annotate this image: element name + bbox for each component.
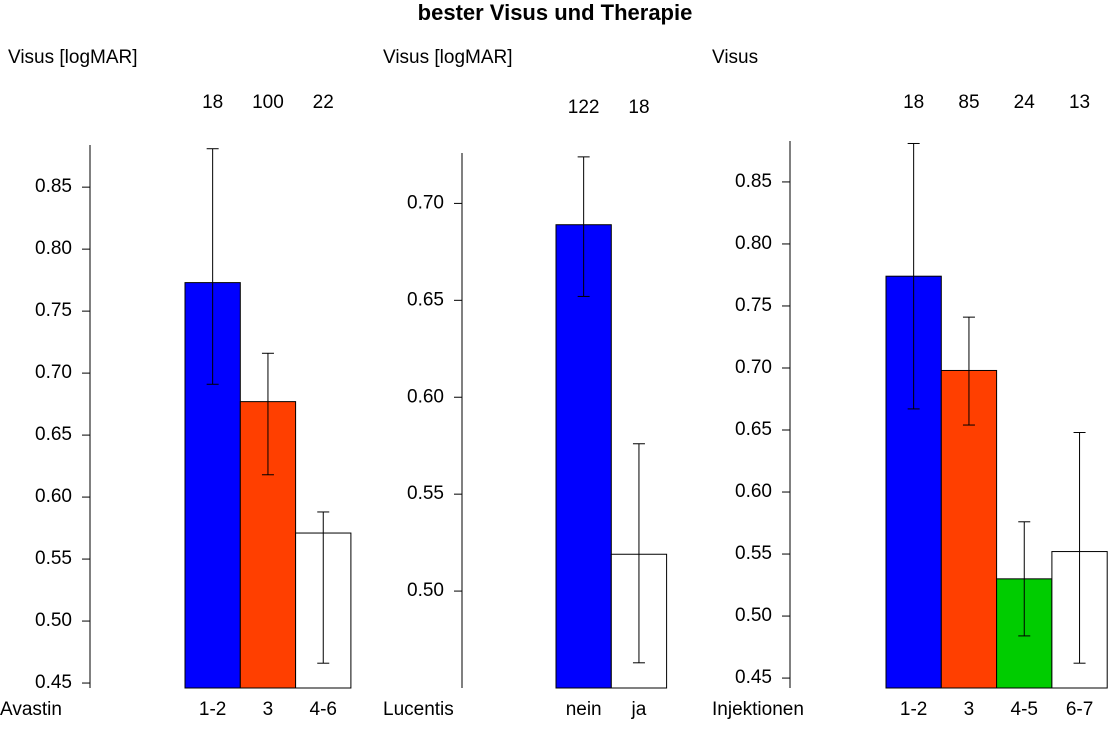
y-tick-label: 0.75 xyxy=(735,295,772,316)
x-tick-label: 3 xyxy=(263,699,274,720)
count-label: 18 xyxy=(628,97,649,118)
y-tick-label: 0.55 xyxy=(407,483,444,504)
count-label: 24 xyxy=(1014,92,1036,113)
count-label: 85 xyxy=(958,92,979,113)
y-tick-label: 0.60 xyxy=(35,486,72,507)
y-tick-label: 0.65 xyxy=(35,424,72,445)
y-axis-label: Visus xyxy=(712,47,758,68)
x-axis-label: Injektionen xyxy=(712,699,804,720)
count-label: 122 xyxy=(568,97,600,118)
y-tick-label: 0.65 xyxy=(735,419,772,440)
y-tick-label: 0.80 xyxy=(35,238,72,259)
x-tick-label: ja xyxy=(631,699,647,720)
y-tick-label: 0.70 xyxy=(35,362,72,383)
count-label: 18 xyxy=(202,92,223,113)
y-tick-label: 0.55 xyxy=(735,543,772,564)
y-tick-label: 0.85 xyxy=(35,176,72,197)
count-label: 13 xyxy=(1069,92,1090,113)
y-tick-label: 0.65 xyxy=(407,289,444,310)
x-tick-label: 1-2 xyxy=(199,699,226,720)
x-tick-label: nein xyxy=(566,699,602,720)
y-axis-label: Visus [logMAR] xyxy=(8,47,138,68)
count-label: 100 xyxy=(252,92,284,113)
count-label: 22 xyxy=(313,92,334,113)
y-tick-label: 0.75 xyxy=(35,300,72,321)
y-axis-label: Visus [logMAR] xyxy=(383,47,513,68)
count-label: 18 xyxy=(903,92,924,113)
x-tick-label: 6-7 xyxy=(1066,699,1093,720)
y-tick-label: 0.85 xyxy=(735,171,772,192)
y-tick-label: 0.80 xyxy=(735,233,772,254)
y-tick-label: 0.50 xyxy=(35,610,72,631)
x-tick-label: 4-6 xyxy=(310,699,337,720)
y-tick-label: 0.60 xyxy=(735,481,772,502)
x-tick-label: 3 xyxy=(964,699,975,720)
chart-title: bester Visus und Therapie xyxy=(418,0,693,25)
x-tick-label: 1-2 xyxy=(900,699,927,720)
x-axis-label: Avastin xyxy=(0,699,62,720)
y-tick-label: 0.45 xyxy=(35,672,72,693)
x-tick-label: 4-5 xyxy=(1011,699,1038,720)
y-tick-label: 0.50 xyxy=(407,580,444,601)
x-axis-label: Lucentis xyxy=(383,699,454,720)
y-tick-label: 0.45 xyxy=(735,667,772,688)
y-tick-label: 0.50 xyxy=(735,605,772,626)
bar xyxy=(555,224,612,689)
y-tick-label: 0.55 xyxy=(35,548,72,569)
y-tick-label: 0.60 xyxy=(407,386,444,407)
y-tick-label: 0.70 xyxy=(735,357,772,378)
y-tick-label: 0.70 xyxy=(407,192,444,213)
